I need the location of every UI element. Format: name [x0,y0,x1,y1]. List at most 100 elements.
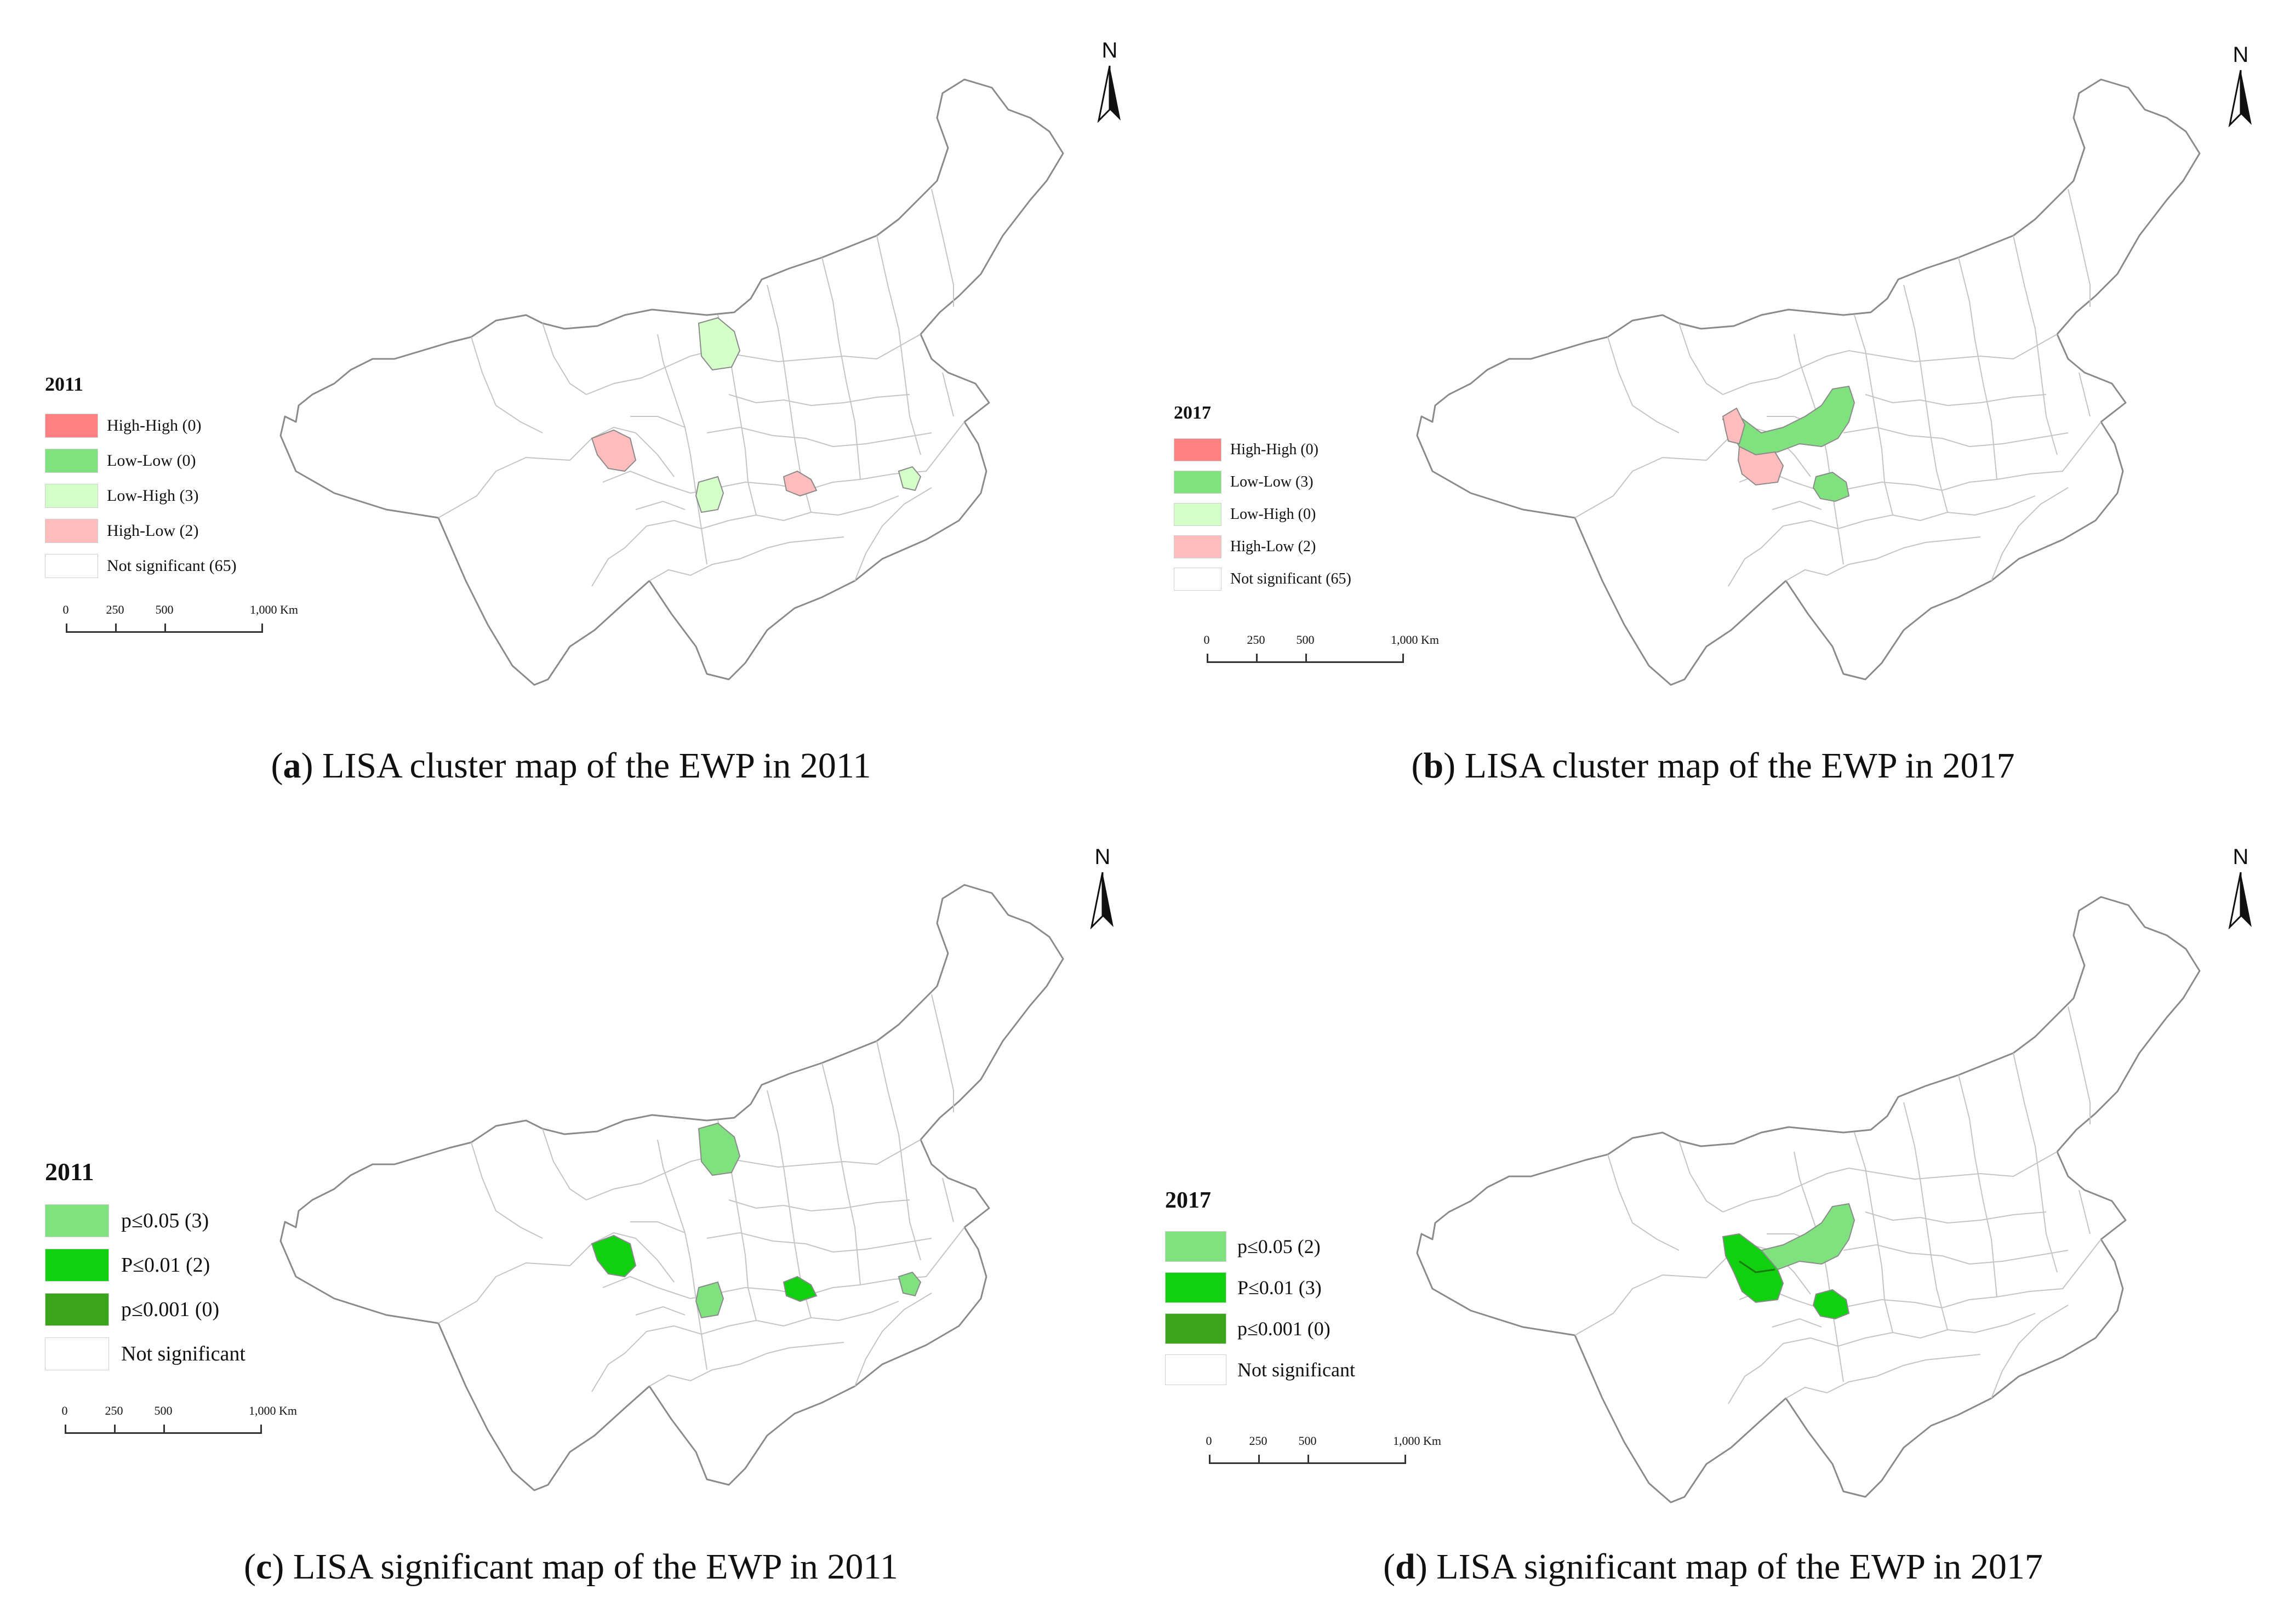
scale-label-500: 500 [1298,1434,1317,1448]
legend-label: High-High (0) [1230,441,1318,458]
scale-label-1000: 1,000 Km [249,1404,297,1417]
legend-label: p≤0.05 (2) [1237,1236,1321,1257]
legend-swatch [1165,1272,1226,1303]
caption-d: (d) LISA significant map of the EWP in 2… [1383,1547,2043,1587]
caption-b: (b) LISA cluster map of the EWP in 2017 [1411,746,2015,786]
region-high-low-east [783,470,818,497]
legend-item-p005: p≤0.05 (3) [45,1204,209,1237]
legend-label: P≤0.01 (3) [1237,1277,1322,1299]
panel-a: N 2011 High-High (0) Low-Low (0) Low-Hig… [0,0,1142,812]
region-low-low-south [1812,471,1850,502]
legend-swatch [45,1337,109,1370]
legend-label: p≤0.001 (0) [121,1298,220,1321]
scale-label-0: 0 [1203,633,1210,647]
legend-swatch [45,554,98,578]
legend-title: 2017 [1165,1188,1211,1213]
region-p001-south [1812,1289,1850,1320]
legend-swatch [45,1204,109,1237]
north-label: N [1101,38,1118,62]
legend-item-p0001: p≤0.001 (0) [1165,1313,1331,1344]
region-p005-large [1760,1203,1855,1271]
region-high-low-north [1722,407,1746,445]
legend-label: p≤0.001 (0) [1237,1318,1331,1340]
legend-item-low-high: Low-High (3) [45,484,198,508]
legend-label: p≤0.05 (3) [121,1209,209,1232]
legend-swatch [1174,535,1221,558]
legend-item-high-low: High-Low (2) [45,519,198,543]
legend-item-low-high: Low-High (0) [1174,503,1316,526]
legend-item-not-significant: Not significant (65) [1174,568,1351,591]
north-arrow: N [1081,845,1124,938]
north-label: N [2232,845,2249,869]
region-p005-north [698,1122,741,1176]
scale-label-0: 0 [1206,1434,1212,1448]
scale-label-500: 500 [154,1404,173,1417]
scale-label-250: 250 [105,1404,123,1417]
legend-label: Low-High (3) [107,487,199,505]
scale-bar: 0 250 500 1,000 Km [61,1404,297,1437]
region-low-high-coast [898,466,922,491]
legend-swatch [45,484,98,508]
legend-swatch [1174,568,1221,591]
legend-swatch [1165,1231,1226,1262]
map-b [1416,78,2201,686]
scale-label-250: 250 [1247,633,1265,647]
legend-label: High-Low (2) [107,522,199,540]
scale-label-1000: 1,000 Km [1393,1434,1441,1448]
region-p001-west [1722,1233,1784,1303]
legend-label: Not significant [121,1342,245,1365]
legend-item-high-low: High-Low (2) [1174,535,1316,558]
legend-label: High-Low (2) [1230,538,1316,555]
map-c [279,884,1064,1491]
north-arrow-icon [1090,872,1114,930]
legend-swatch [1165,1354,1226,1385]
legend-item-high-high: High-High (0) [45,414,201,438]
region-high-low-south [1737,445,1784,486]
north-label: N [2232,43,2249,67]
scale-label-250: 250 [1249,1434,1267,1448]
north-arrow-icon [1097,65,1121,123]
north-arrow-icon [2228,70,2252,128]
scale-label-1000: 1,000 Km [250,603,298,616]
region-low-high-center [695,476,724,513]
legend-label: Not significant (65) [1230,570,1351,587]
caption-letter: d [1395,1547,1415,1587]
legend-title: 2017 [1174,403,1211,423]
legend-swatch [45,1293,109,1326]
region-low-high-north [698,317,741,371]
legend-item-not-significant: Not significant (65) [45,554,237,578]
scale-bar: 0 250 500 1,000 Km [63,603,298,636]
caption-text: LISA cluster map of the EWP in 2011 [313,746,871,786]
caption-c: (c) LISA significant map of the EWP in 2… [244,1547,898,1587]
legend-swatch [45,449,98,473]
legend-swatch [1174,438,1221,461]
legend-label: P≤0.01 (2) [121,1254,210,1277]
map-a [279,78,1064,686]
scale-label-1000: 1,000 Km [1391,633,1439,647]
region-border [1739,1260,1775,1273]
north-label: N [1094,845,1111,869]
legend-swatch [45,1249,109,1282]
legend-title: 2011 [45,1158,94,1186]
caption-a: (a) LISA cluster map of the EWP in 2011 [271,746,871,786]
legend-label: Low-High (0) [1230,506,1316,523]
scale-label-0: 0 [61,1404,68,1417]
panel-c: N 2011 p≤0.05 (3) P≤0.01 (2) p≤0.001 (0)… [0,812,1142,1624]
region-p001-west [591,1234,637,1278]
scale-label-500: 500 [155,603,174,616]
legend-label: Not significant [1237,1359,1355,1381]
legend-label: Low-Low (3) [1230,473,1314,490]
legend-item-low-low: Low-Low (3) [1174,471,1314,494]
legend-swatch [1165,1313,1226,1344]
legend-item-high-high: High-High (0) [1174,438,1318,461]
legend-label: High-High (0) [107,416,202,434]
north-arrow: N [1088,38,1132,131]
legend-item-p001: P≤0.01 (2) [45,1249,210,1282]
panel-b: N 2017 High-High (0) Low-Low (3) Low-Hig… [1142,0,2284,812]
legend-swatch [1174,471,1221,494]
scale-bar: 0 250 500 1,000 Km [1206,1434,1441,1467]
north-arrow: N [2219,43,2263,136]
legend-item-p001: P≤0.01 (3) [1165,1272,1322,1303]
legend-swatch [45,414,98,438]
legend-swatch [1174,503,1221,526]
